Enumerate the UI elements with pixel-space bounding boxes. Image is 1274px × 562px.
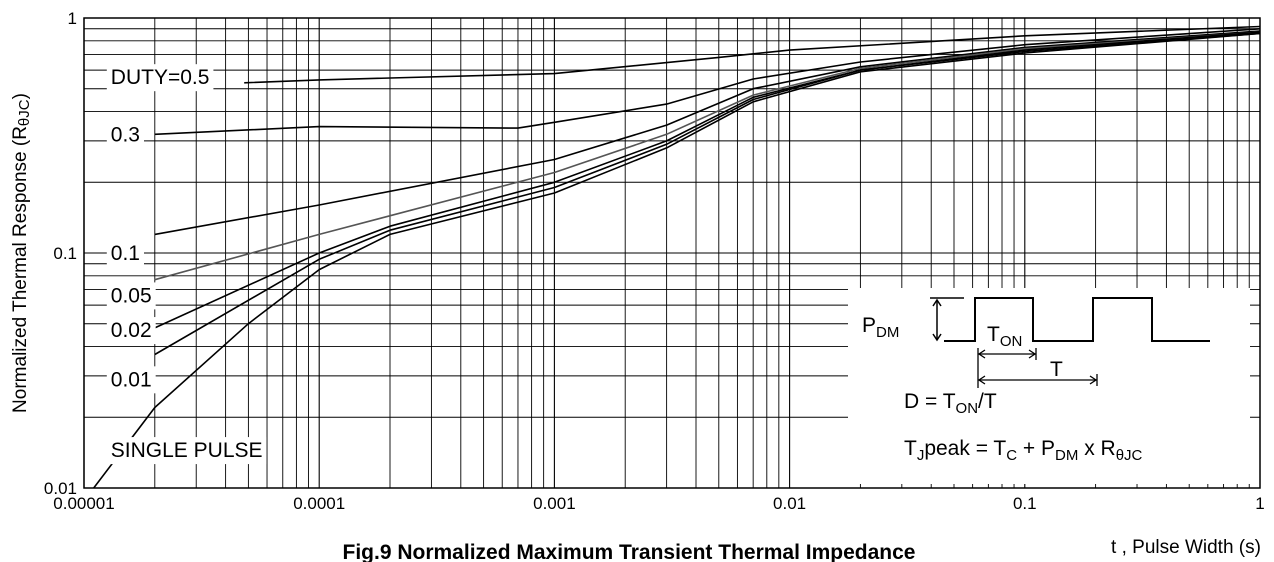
inset-period-label: T: [1050, 358, 1063, 381]
series-label-bg-4: [106, 317, 156, 345]
series-label-3: 0.05: [111, 284, 152, 307]
inset-duty-formula: D = TON/T: [904, 390, 997, 417]
series-line-4: [154, 31, 1261, 329]
x-tick-label-0: 0.00001: [53, 494, 114, 513]
series-label-6: SINGLE PULSE: [111, 439, 263, 462]
x-tick-label-3: 0.01: [773, 494, 806, 513]
y-tick-label-2: 1: [68, 9, 77, 28]
series-lines: [93, 25, 1261, 489]
series-label-1: 0.3: [111, 123, 140, 146]
pdm-arrow: [930, 297, 964, 342]
y-axis-label: Normalized Thermal Response (RθJC): [10, 93, 33, 413]
series-line-1: [154, 28, 1261, 136]
series-line-3: [154, 31, 1261, 281]
series-label-0: DUTY=0.5: [111, 66, 210, 89]
series-line-5: [154, 32, 1261, 356]
series-label-bg-2: [106, 240, 144, 267]
period-arrow: [977, 374, 1098, 386]
ton-arrow: [977, 348, 1037, 388]
series-label-2: 0.1: [111, 242, 140, 265]
y-tick-label-1: 0.1: [53, 244, 77, 263]
series-label-bg-5: [106, 366, 156, 394]
inset-tj-formula: TJpeak = TC + PDM x RθJC: [904, 437, 1143, 464]
series-label-bg-6: [106, 437, 267, 465]
y-tick-label-0: 0.01: [44, 479, 77, 498]
x-tick-label-1: 0.0001: [293, 494, 345, 513]
duty-cycle-inset: PDM TON T D = TON/T TJpeak = TC + PDM x …: [848, 288, 1250, 484]
series-label-bg-3: [106, 282, 156, 310]
series-line-2: [154, 30, 1261, 236]
inset-background: [848, 288, 1250, 484]
series-labels: DUTY=0.5 0.3 0.1 0.05 0.02 0.01 SINGLE PULSE: [106, 64, 267, 465]
series-label-bg-1: [106, 121, 144, 149]
series-label-5: 0.01: [111, 368, 152, 391]
series-label-4: 0.02: [111, 319, 152, 342]
pulse-waveform: [944, 297, 1210, 342]
series-label-bg-0: [106, 64, 214, 92]
series-line-0: [244, 25, 1261, 84]
inset-ton-label: TON: [987, 323, 1022, 350]
x-tick-label-2: 0.001: [533, 494, 576, 513]
plot-frame: [83, 17, 1261, 489]
x-axis-label: t , Pulse Width (s): [1111, 537, 1261, 558]
y-tick-labels: 0.01 0.1 1: [44, 9, 77, 498]
series-line-6: [93, 32, 1261, 489]
x-tick-label-5: 1: [1255, 494, 1264, 513]
x-tick-labels: 0.00001 0.0001 0.001 0.01 0.1 1: [53, 494, 1264, 513]
inset-pdm-label: PDM: [862, 314, 899, 341]
x-tick-label-4: 0.1: [1013, 494, 1037, 513]
figure-title: Fig.9 Normalized Maximum Transient Therm…: [343, 541, 916, 562]
